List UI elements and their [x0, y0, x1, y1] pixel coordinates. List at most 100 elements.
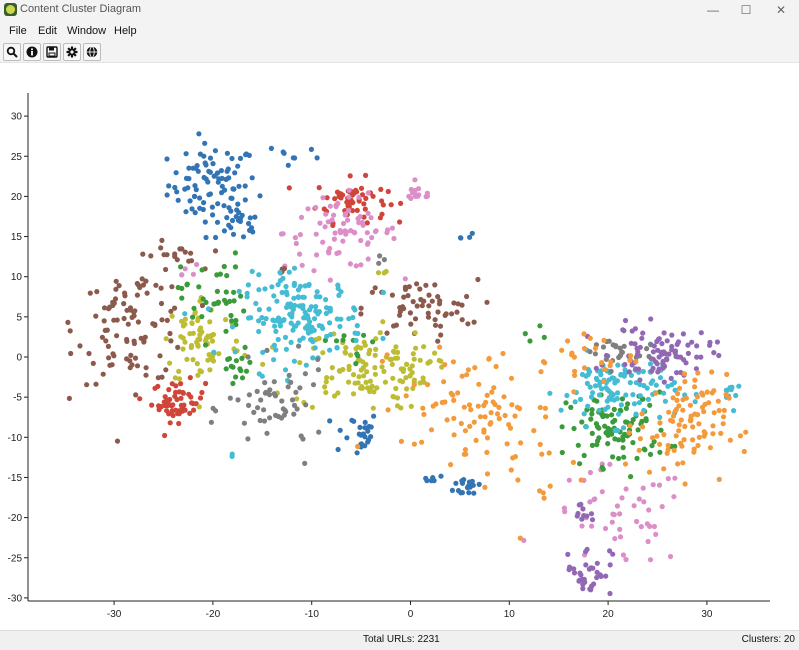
data-point[interactable]	[228, 225, 234, 231]
data-point[interactable]	[670, 395, 676, 401]
data-point[interactable]	[590, 390, 596, 396]
data-point[interactable]	[711, 388, 717, 394]
data-point[interactable]	[620, 552, 627, 558]
data-point[interactable]	[615, 427, 621, 434]
data-point[interactable]	[255, 405, 261, 411]
data-point[interactable]	[428, 427, 435, 433]
data-point[interactable]	[340, 337, 346, 343]
data-point[interactable]	[343, 231, 349, 237]
data-point[interactable]	[715, 398, 721, 404]
data-point[interactable]	[274, 298, 280, 304]
data-point[interactable]	[122, 293, 128, 299]
data-point[interactable]	[337, 427, 343, 433]
data-point[interactable]	[696, 434, 702, 440]
data-point[interactable]	[279, 289, 285, 296]
data-point[interactable]	[313, 294, 319, 300]
data-point[interactable]	[612, 536, 618, 542]
data-point[interactable]	[327, 306, 333, 312]
data-point[interactable]	[128, 352, 134, 358]
data-point[interactable]	[282, 367, 289, 373]
data-point[interactable]	[354, 323, 360, 329]
data-point[interactable]	[207, 155, 214, 161]
data-point[interactable]	[329, 217, 335, 223]
data-point[interactable]	[176, 411, 182, 417]
data-point[interactable]	[259, 315, 265, 321]
data-point[interactable]	[101, 318, 107, 324]
data-point[interactable]	[373, 336, 379, 342]
data-point[interactable]	[354, 351, 360, 357]
data-point[interactable]	[515, 477, 521, 483]
data-point[interactable]	[327, 418, 333, 424]
data-point[interactable]	[194, 261, 200, 268]
data-point[interactable]	[225, 166, 231, 172]
data-point[interactable]	[603, 573, 609, 579]
data-point[interactable]	[203, 299, 209, 305]
data-point[interactable]	[373, 228, 379, 234]
data-point[interactable]	[451, 300, 457, 306]
data-point[interactable]	[388, 202, 394, 208]
data-point[interactable]	[490, 399, 496, 405]
data-point[interactable]	[678, 354, 684, 360]
data-point[interactable]	[175, 284, 181, 291]
data-point[interactable]	[568, 404, 574, 410]
data-point[interactable]	[192, 310, 198, 316]
data-point[interactable]	[726, 395, 732, 401]
data-point[interactable]	[207, 169, 213, 175]
data-point[interactable]	[594, 442, 600, 448]
data-point[interactable]	[380, 319, 386, 325]
data-point[interactable]	[577, 570, 583, 576]
data-point[interactable]	[442, 399, 448, 405]
data-point[interactable]	[654, 433, 660, 439]
data-point[interactable]	[398, 438, 404, 444]
data-point[interactable]	[288, 379, 294, 385]
data-point[interactable]	[99, 334, 105, 340]
data-point[interactable]	[202, 160, 208, 166]
data-point[interactable]	[588, 565, 594, 571]
data-point[interactable]	[286, 185, 292, 191]
data-point[interactable]	[131, 338, 137, 344]
data-point[interactable]	[630, 392, 636, 398]
data-point[interactable]	[190, 330, 196, 336]
data-point[interactable]	[692, 384, 698, 390]
data-point[interactable]	[559, 347, 565, 353]
data-point[interactable]	[237, 218, 243, 224]
data-point[interactable]	[424, 478, 430, 484]
data-point[interactable]	[464, 293, 470, 300]
data-point[interactable]	[68, 350, 74, 357]
data-point[interactable]	[229, 318, 235, 324]
data-point[interactable]	[609, 375, 616, 381]
menu-edit[interactable]: Edit	[38, 25, 57, 37]
data-point[interactable]	[192, 183, 198, 189]
data-point[interactable]	[589, 411, 595, 417]
data-point[interactable]	[711, 350, 717, 356]
data-point[interactable]	[733, 392, 739, 399]
data-point[interactable]	[459, 373, 465, 379]
data-point[interactable]	[504, 441, 510, 447]
data-point[interactable]	[577, 396, 584, 402]
data-point[interactable]	[680, 460, 686, 466]
data-point[interactable]	[398, 200, 404, 206]
data-point[interactable]	[374, 385, 380, 391]
data-point[interactable]	[723, 387, 729, 393]
data-point[interactable]	[405, 293, 411, 299]
data-point[interactable]	[291, 265, 298, 271]
data-point[interactable]	[293, 240, 299, 247]
data-point[interactable]	[372, 285, 378, 291]
data-point[interactable]	[158, 245, 164, 251]
data-point[interactable]	[93, 381, 99, 387]
data-point[interactable]	[67, 328, 73, 334]
data-point[interactable]	[659, 341, 665, 347]
data-point[interactable]	[170, 412, 176, 419]
data-point[interactable]	[86, 350, 92, 357]
data-point[interactable]	[233, 317, 239, 324]
data-point[interactable]	[538, 369, 544, 375]
data-point[interactable]	[201, 200, 207, 206]
data-point[interactable]	[609, 519, 615, 525]
data-point[interactable]	[510, 455, 516, 461]
data-point[interactable]	[360, 365, 367, 371]
data-point[interactable]	[602, 366, 608, 372]
data-point[interactable]	[397, 219, 403, 225]
data-point[interactable]	[432, 317, 438, 323]
data-point[interactable]	[182, 316, 188, 322]
data-point[interactable]	[469, 230, 475, 236]
